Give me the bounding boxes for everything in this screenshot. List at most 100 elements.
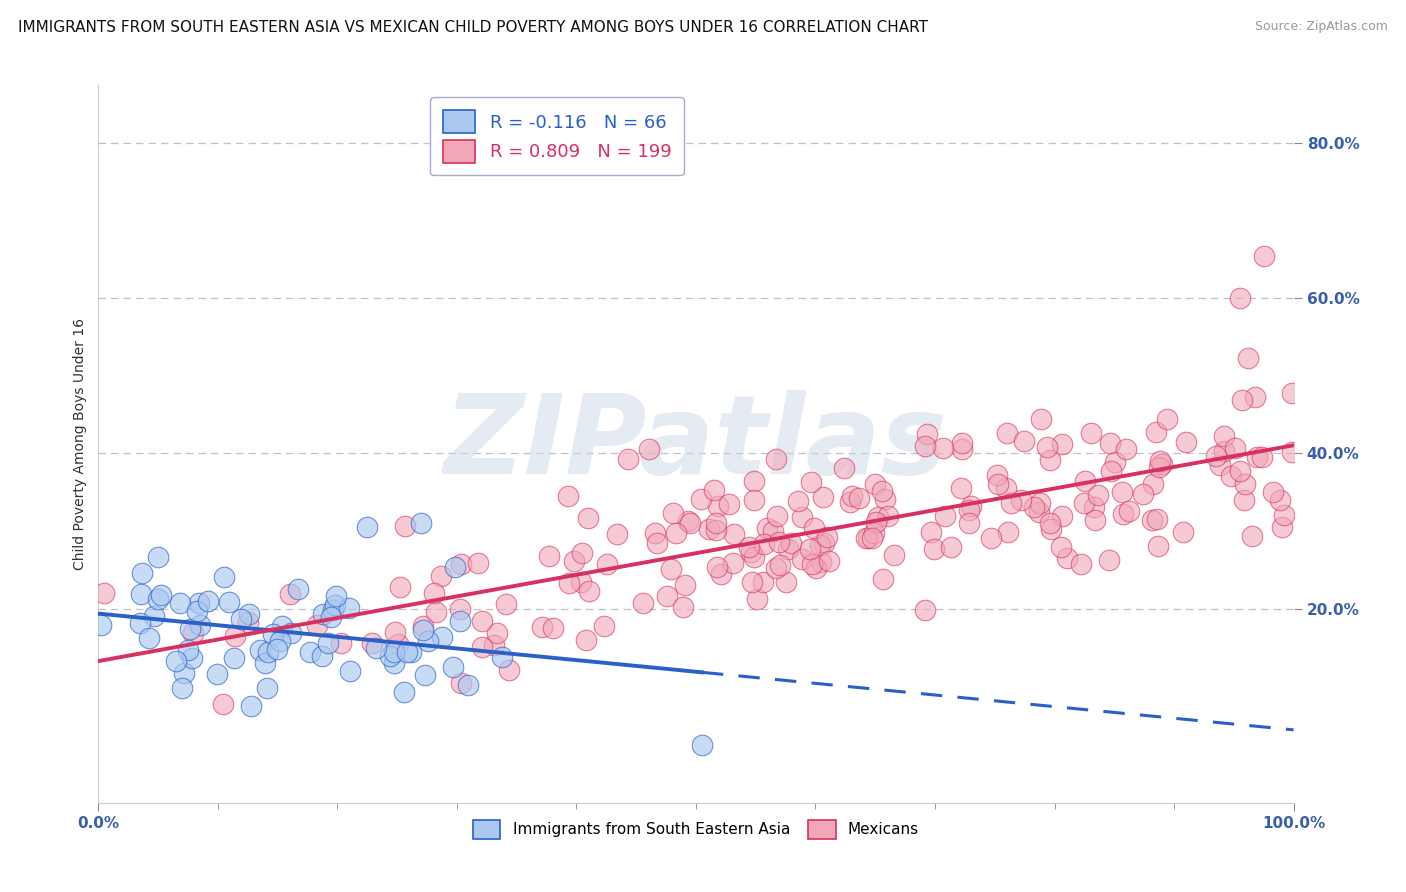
Point bbox=[1024, 500, 1046, 514]
Point bbox=[575, 632, 598, 647]
Point bbox=[754, 537, 776, 551]
Point bbox=[865, 515, 887, 529]
Point bbox=[249, 643, 271, 657]
Point bbox=[738, 541, 761, 555]
Point bbox=[197, 594, 219, 608]
Point bbox=[146, 592, 169, 607]
Point bbox=[673, 578, 696, 592]
Point bbox=[214, 570, 236, 584]
Point bbox=[1212, 443, 1234, 458]
Point bbox=[723, 527, 745, 541]
Point bbox=[873, 492, 896, 507]
Point bbox=[1049, 540, 1071, 554]
Point bbox=[855, 531, 877, 545]
Point bbox=[1010, 493, 1032, 508]
Point bbox=[172, 681, 194, 695]
Point bbox=[1029, 496, 1052, 510]
Point bbox=[1171, 525, 1194, 540]
Point bbox=[689, 492, 711, 507]
Point bbox=[1112, 508, 1135, 522]
Point bbox=[1229, 291, 1251, 305]
Point bbox=[450, 557, 472, 571]
Point bbox=[1213, 429, 1236, 443]
Point bbox=[790, 510, 813, 524]
Point bbox=[616, 451, 638, 466]
Point bbox=[1144, 425, 1167, 439]
Point bbox=[742, 493, 765, 508]
Point bbox=[387, 637, 409, 651]
Point bbox=[1246, 450, 1268, 464]
Point bbox=[644, 526, 666, 541]
Point bbox=[129, 587, 152, 601]
Point bbox=[995, 425, 1018, 440]
Point bbox=[631, 597, 654, 611]
Point bbox=[1039, 516, 1062, 530]
Point bbox=[932, 441, 955, 455]
Point bbox=[950, 435, 973, 450]
Point bbox=[986, 467, 1008, 482]
Point bbox=[1233, 492, 1256, 507]
Point bbox=[356, 520, 378, 534]
Point bbox=[717, 497, 740, 511]
Point bbox=[382, 645, 405, 659]
Text: ZIPatlas: ZIPatlas bbox=[444, 391, 948, 497]
Point bbox=[1115, 442, 1137, 456]
Point bbox=[578, 584, 600, 599]
Point bbox=[775, 575, 797, 590]
Point bbox=[418, 634, 440, 648]
Point bbox=[571, 546, 593, 560]
Point bbox=[1087, 487, 1109, 501]
Point bbox=[322, 603, 344, 617]
Point bbox=[412, 619, 434, 633]
Point bbox=[256, 645, 278, 659]
Point bbox=[1234, 476, 1257, 491]
Point bbox=[1236, 351, 1258, 366]
Point bbox=[131, 566, 153, 581]
Text: Source: ZipAtlas.com: Source: ZipAtlas.com bbox=[1254, 20, 1388, 33]
Point bbox=[1142, 476, 1164, 491]
Point bbox=[179, 622, 201, 636]
Point bbox=[1220, 469, 1243, 483]
Legend: Immigrants from South Eastern Asia, Mexicans: Immigrants from South Eastern Asia, Mexi… bbox=[465, 812, 927, 847]
Point bbox=[444, 559, 467, 574]
Point bbox=[330, 636, 353, 650]
Point bbox=[752, 574, 775, 589]
Point bbox=[765, 451, 787, 466]
Point bbox=[863, 477, 886, 491]
Point bbox=[756, 521, 779, 535]
Point bbox=[287, 582, 309, 596]
Point bbox=[838, 495, 860, 509]
Point bbox=[148, 550, 170, 565]
Point bbox=[1098, 553, 1121, 567]
Point bbox=[790, 552, 813, 566]
Point bbox=[467, 556, 489, 570]
Point bbox=[1156, 412, 1178, 426]
Point bbox=[1229, 464, 1251, 478]
Point bbox=[576, 510, 599, 524]
Point bbox=[1263, 485, 1285, 500]
Point bbox=[181, 626, 204, 640]
Point bbox=[557, 489, 579, 503]
Point bbox=[841, 489, 863, 503]
Point bbox=[187, 596, 209, 610]
Point bbox=[914, 439, 936, 453]
Point bbox=[1080, 426, 1102, 441]
Point bbox=[93, 586, 115, 600]
Point bbox=[311, 607, 333, 621]
Point bbox=[960, 499, 983, 513]
Point bbox=[800, 475, 823, 490]
Point bbox=[741, 574, 763, 589]
Point bbox=[430, 569, 453, 583]
Point bbox=[768, 534, 790, 549]
Point bbox=[808, 538, 831, 552]
Point bbox=[596, 557, 619, 571]
Point bbox=[1132, 487, 1154, 501]
Point bbox=[1040, 522, 1063, 536]
Point bbox=[745, 592, 768, 607]
Point bbox=[531, 620, 554, 634]
Point bbox=[1039, 452, 1062, 467]
Point bbox=[307, 617, 329, 632]
Point bbox=[1253, 248, 1275, 262]
Point bbox=[939, 540, 962, 554]
Point bbox=[269, 633, 291, 648]
